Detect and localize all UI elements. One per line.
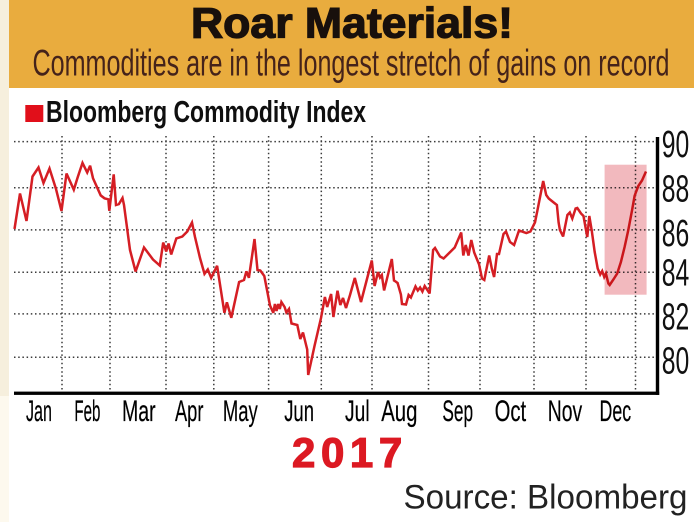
svg-text:Dec: Dec bbox=[600, 395, 632, 428]
svg-text:86: 86 bbox=[662, 213, 690, 255]
svg-text:82: 82 bbox=[662, 297, 690, 339]
svg-text:90: 90 bbox=[662, 124, 690, 166]
svg-text:Sep: Sep bbox=[442, 395, 473, 428]
svg-text:88: 88 bbox=[662, 168, 690, 210]
svg-text:Source: Bloomberg: Source: Bloomberg bbox=[404, 479, 688, 517]
svg-text:Nov: Nov bbox=[548, 395, 582, 428]
svg-text:Mar: Mar bbox=[122, 395, 156, 428]
svg-text:Oct: Oct bbox=[495, 395, 527, 428]
svg-text:2017: 2017 bbox=[292, 429, 408, 476]
svg-text:Jan: Jan bbox=[26, 395, 52, 428]
svg-text:Roar Materials!: Roar Materials! bbox=[191, 0, 513, 47]
svg-text:May: May bbox=[223, 395, 258, 428]
svg-text:Feb: Feb bbox=[74, 395, 100, 428]
svg-text:80: 80 bbox=[662, 341, 690, 383]
svg-text:Bloomberg Commodity Index: Bloomberg Commodity Index bbox=[46, 94, 367, 129]
svg-text:Jul: Jul bbox=[345, 395, 370, 428]
svg-text:Aug: Aug bbox=[381, 395, 417, 428]
svg-text:Apr: Apr bbox=[175, 395, 203, 428]
svg-text:84: 84 bbox=[662, 253, 690, 295]
svg-text:Jun: Jun bbox=[284, 395, 314, 428]
svg-text:Commodities are in the longest: Commodities are in the longest stretch o… bbox=[33, 42, 670, 84]
